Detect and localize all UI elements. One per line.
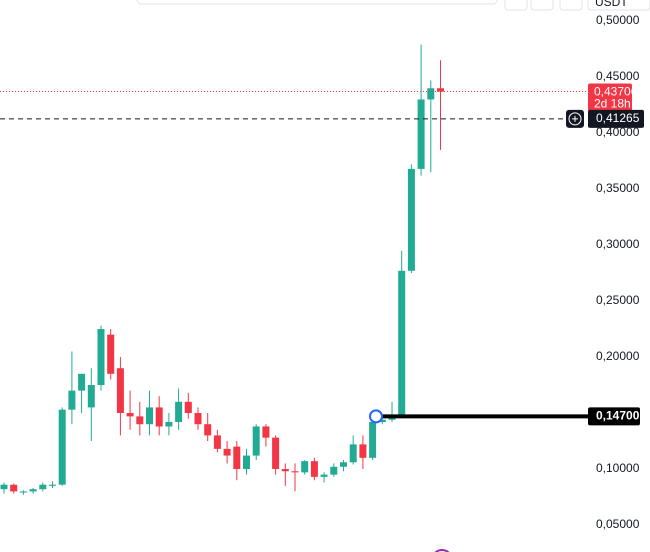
y-tick-label: 0,10000 — [596, 461, 640, 475]
candle-body — [437, 88, 444, 92]
toolbar-button[interactable] — [504, 0, 528, 11]
candle-body — [10, 484, 18, 492]
marker-icon — [434, 549, 450, 552]
current-price-label: 0,43706 — [594, 85, 638, 99]
crosshair-label: 0,41265 — [596, 111, 640, 125]
candle-body — [330, 466, 338, 475]
currency-label: USDT — [595, 0, 628, 9]
candle-body — [378, 419, 386, 422]
y-tick-label: 0,50000 — [596, 13, 640, 27]
candle-body — [233, 446, 241, 470]
candle-body — [281, 469, 289, 472]
candle-body — [223, 448, 231, 456]
horizontal-line-label: 0,14700 — [596, 409, 640, 423]
candle-body — [78, 373, 86, 391]
countdown-label: 2d 18h — [594, 97, 631, 111]
candle-body — [291, 471, 299, 473]
y-tick-label: 0,20000 — [596, 349, 640, 363]
candle-body — [175, 401, 183, 422]
candle-body — [272, 437, 280, 470]
candle-body — [146, 407, 153, 425]
toolbar-button[interactable] — [530, 0, 554, 11]
candle-body — [427, 88, 435, 100]
candle-body — [68, 390, 76, 410]
candle-body — [340, 462, 347, 467]
y-tick-label: 0,05000 — [596, 517, 640, 531]
candle-body — [252, 426, 260, 456]
candle-body — [262, 426, 270, 438]
currency-select[interactable] — [587, 0, 650, 11]
candle-body — [359, 444, 367, 458]
candle-body — [398, 270, 406, 417]
candle-body — [116, 368, 124, 414]
candle-body — [417, 99, 425, 169]
candle-body — [301, 461, 309, 473]
y-tick-label: 0,35000 — [596, 181, 640, 195]
candle-body — [204, 424, 212, 436]
crosshair-plus — [568, 112, 582, 126]
y-tick-label: 0,40000 — [596, 125, 640, 139]
candle-body — [165, 421, 173, 427]
candle-body — [136, 416, 144, 425]
candle-body — [349, 444, 357, 463]
horizontal-line-tag — [588, 407, 640, 426]
candle-body — [213, 435, 221, 449]
candle-body — [155, 407, 163, 427]
y-tick-label: 0,25000 — [596, 293, 640, 307]
candle-body — [320, 474, 328, 477]
toolbar — [136, 0, 498, 5]
candle-body — [126, 413, 134, 417]
candle-body — [49, 484, 56, 486]
candle-body — [97, 329, 105, 386]
candle-body — [29, 489, 37, 492]
candle-body — [184, 401, 192, 414]
toolbar-button[interactable] — [559, 0, 583, 11]
candle-body — [369, 421, 377, 458]
candle-body — [310, 461, 318, 477]
y-tick-label: 0,30000 — [596, 237, 640, 251]
candle-body — [194, 413, 202, 425]
candle-body — [87, 385, 95, 408]
candle-body — [243, 455, 250, 470]
candle-body — [58, 409, 66, 485]
candle-body — [0, 484, 8, 490]
candle-body — [107, 334, 115, 374]
candle-body — [19, 491, 27, 493]
current-price-tag — [588, 83, 632, 112]
candle-body — [407, 168, 415, 271]
candle-body — [39, 484, 47, 490]
y-tick-label: 0,45000 — [596, 69, 640, 83]
crosshair-tag — [588, 109, 644, 128]
horizontal-line-anchor[interactable] — [369, 409, 383, 424]
